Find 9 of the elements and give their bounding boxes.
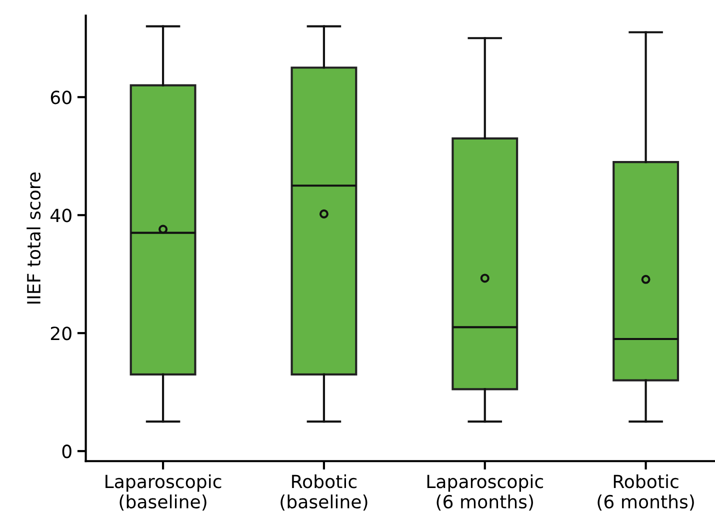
x-tick-label: Laparoscopic (baseline) <box>106 474 222 511</box>
y-tick-label: 0 <box>62 444 72 458</box>
x-tick-label: Robotic (6 months) <box>598 474 694 511</box>
y-tick-label: 40 <box>50 208 72 222</box>
x-tick-label: Robotic (baseline) <box>280 474 368 511</box>
y-axis-title: IIEF total score <box>26 172 41 304</box>
y-tick-label: 20 <box>50 326 72 340</box>
y-tick-label: 60 <box>50 90 72 104</box>
x-tick-label: Laparoscopic (6 months) <box>427 474 544 511</box>
